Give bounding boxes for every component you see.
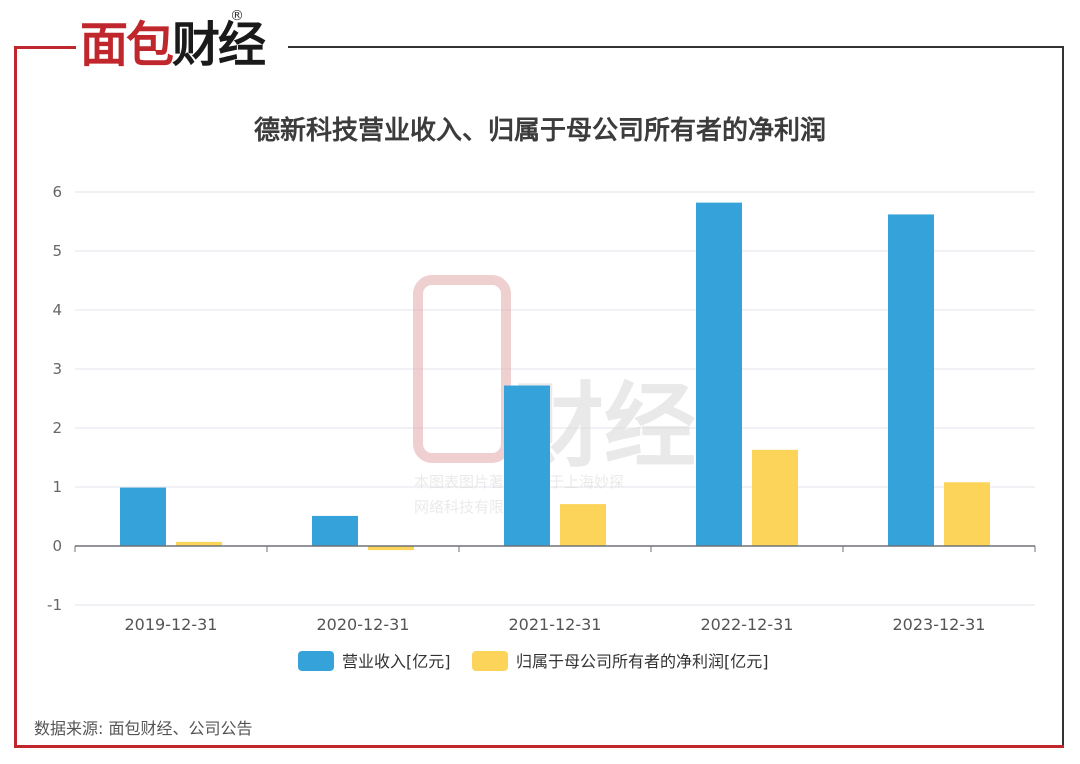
frame-border-right bbox=[1062, 46, 1064, 748]
bar-net-profit bbox=[752, 449, 798, 546]
bar-revenue bbox=[696, 202, 742, 546]
legend-swatch bbox=[472, 651, 508, 671]
y-tick-label: 0 bbox=[52, 537, 62, 555]
y-tick-label: 1 bbox=[52, 478, 62, 496]
y-tick-label: 4 bbox=[52, 301, 62, 319]
x-tick-label: 2023-12-31 bbox=[893, 615, 986, 634]
chart-title: 德新科技营业收入、归属于母公司所有者的净利润 bbox=[253, 116, 826, 146]
bar-revenue bbox=[120, 487, 166, 546]
y-tick-label: 5 bbox=[52, 242, 62, 260]
bar-net-profit bbox=[560, 504, 606, 546]
legend-label: 营业收入[亿元] bbox=[342, 652, 451, 671]
y-tick-label: 3 bbox=[52, 360, 62, 378]
frame-border-top-left bbox=[14, 46, 76, 49]
x-tick-label: 2021-12-31 bbox=[509, 615, 602, 634]
x-tick-label: 2022-12-31 bbox=[701, 615, 794, 634]
frame-border-bottom bbox=[14, 745, 1064, 748]
axes: -1 0 1 2 3 4 5 6 2019-12-31 2020-12-31 2021-12-31 2… bbox=[47, 183, 1036, 634]
legend-swatch bbox=[298, 651, 334, 671]
bar-revenue bbox=[312, 515, 358, 546]
source-note: 数据来源: 面包财经、公司公告 bbox=[34, 719, 253, 738]
y-tick-label: 2 bbox=[52, 419, 62, 437]
grid-lines bbox=[75, 191, 1035, 606]
bar-revenue bbox=[888, 214, 934, 547]
legend: 营业收入[亿元] 归属于母公司所有者的净利润[亿元] bbox=[298, 651, 769, 671]
frame-border-left bbox=[14, 46, 17, 748]
legend-label: 归属于母公司所有者的净利润[亿元] bbox=[516, 652, 769, 671]
y-tick-label: 6 bbox=[52, 183, 62, 201]
bar-net-profit bbox=[944, 482, 990, 546]
registered-mark: ® bbox=[230, 8, 244, 24]
brand-logo: 面包财经 ® bbox=[80, 8, 286, 78]
y-tick-label: -1 bbox=[47, 596, 62, 614]
logo-text-red: 面包 bbox=[80, 17, 174, 73]
x-tick-label: 2020-12-31 bbox=[317, 615, 410, 634]
bar-marks bbox=[120, 202, 990, 551]
bar-revenue bbox=[504, 385, 550, 546]
watermark: 财经 本图表图片著作权属于上海妙探 网络科技有限公司 bbox=[413, 275, 696, 516]
logo-text-dark: 财经 bbox=[172, 17, 266, 73]
watermark-logo-mark bbox=[413, 275, 511, 463]
bar-net-profit bbox=[176, 541, 222, 546]
x-tick-label: 2019-12-31 bbox=[125, 615, 218, 634]
frame-border-top-right bbox=[288, 46, 1064, 48]
bar-net-profit bbox=[368, 546, 414, 551]
